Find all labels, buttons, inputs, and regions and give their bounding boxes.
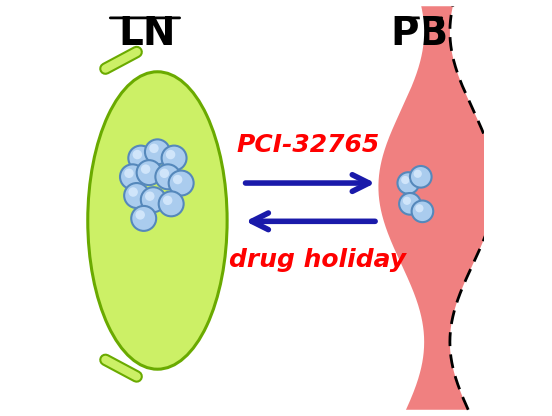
Circle shape — [141, 164, 150, 174]
Circle shape — [412, 201, 433, 222]
Circle shape — [397, 172, 419, 194]
Circle shape — [145, 139, 170, 164]
Circle shape — [158, 191, 184, 216]
Circle shape — [137, 160, 162, 185]
Circle shape — [399, 193, 421, 215]
Circle shape — [145, 191, 155, 201]
Circle shape — [149, 144, 158, 153]
Circle shape — [155, 164, 181, 189]
Text: PCI-32765: PCI-32765 — [237, 133, 380, 157]
Circle shape — [124, 168, 134, 178]
Text: drug holiday: drug holiday — [229, 248, 406, 272]
Circle shape — [162, 146, 187, 171]
Circle shape — [128, 146, 153, 171]
Polygon shape — [376, 6, 496, 410]
Circle shape — [401, 176, 410, 184]
Circle shape — [132, 150, 142, 159]
Circle shape — [173, 175, 182, 184]
Circle shape — [410, 166, 432, 188]
Ellipse shape — [88, 72, 227, 369]
Circle shape — [135, 210, 145, 220]
Circle shape — [403, 197, 411, 205]
Circle shape — [141, 187, 166, 212]
Circle shape — [120, 164, 145, 189]
Circle shape — [166, 150, 176, 159]
Circle shape — [413, 170, 422, 178]
Text: PB: PB — [390, 15, 449, 52]
Circle shape — [415, 204, 423, 213]
Circle shape — [169, 171, 194, 196]
Circle shape — [131, 206, 156, 231]
Circle shape — [129, 187, 138, 197]
Text: LN: LN — [118, 15, 176, 52]
Circle shape — [124, 183, 149, 208]
Circle shape — [163, 196, 172, 205]
Circle shape — [160, 168, 169, 178]
